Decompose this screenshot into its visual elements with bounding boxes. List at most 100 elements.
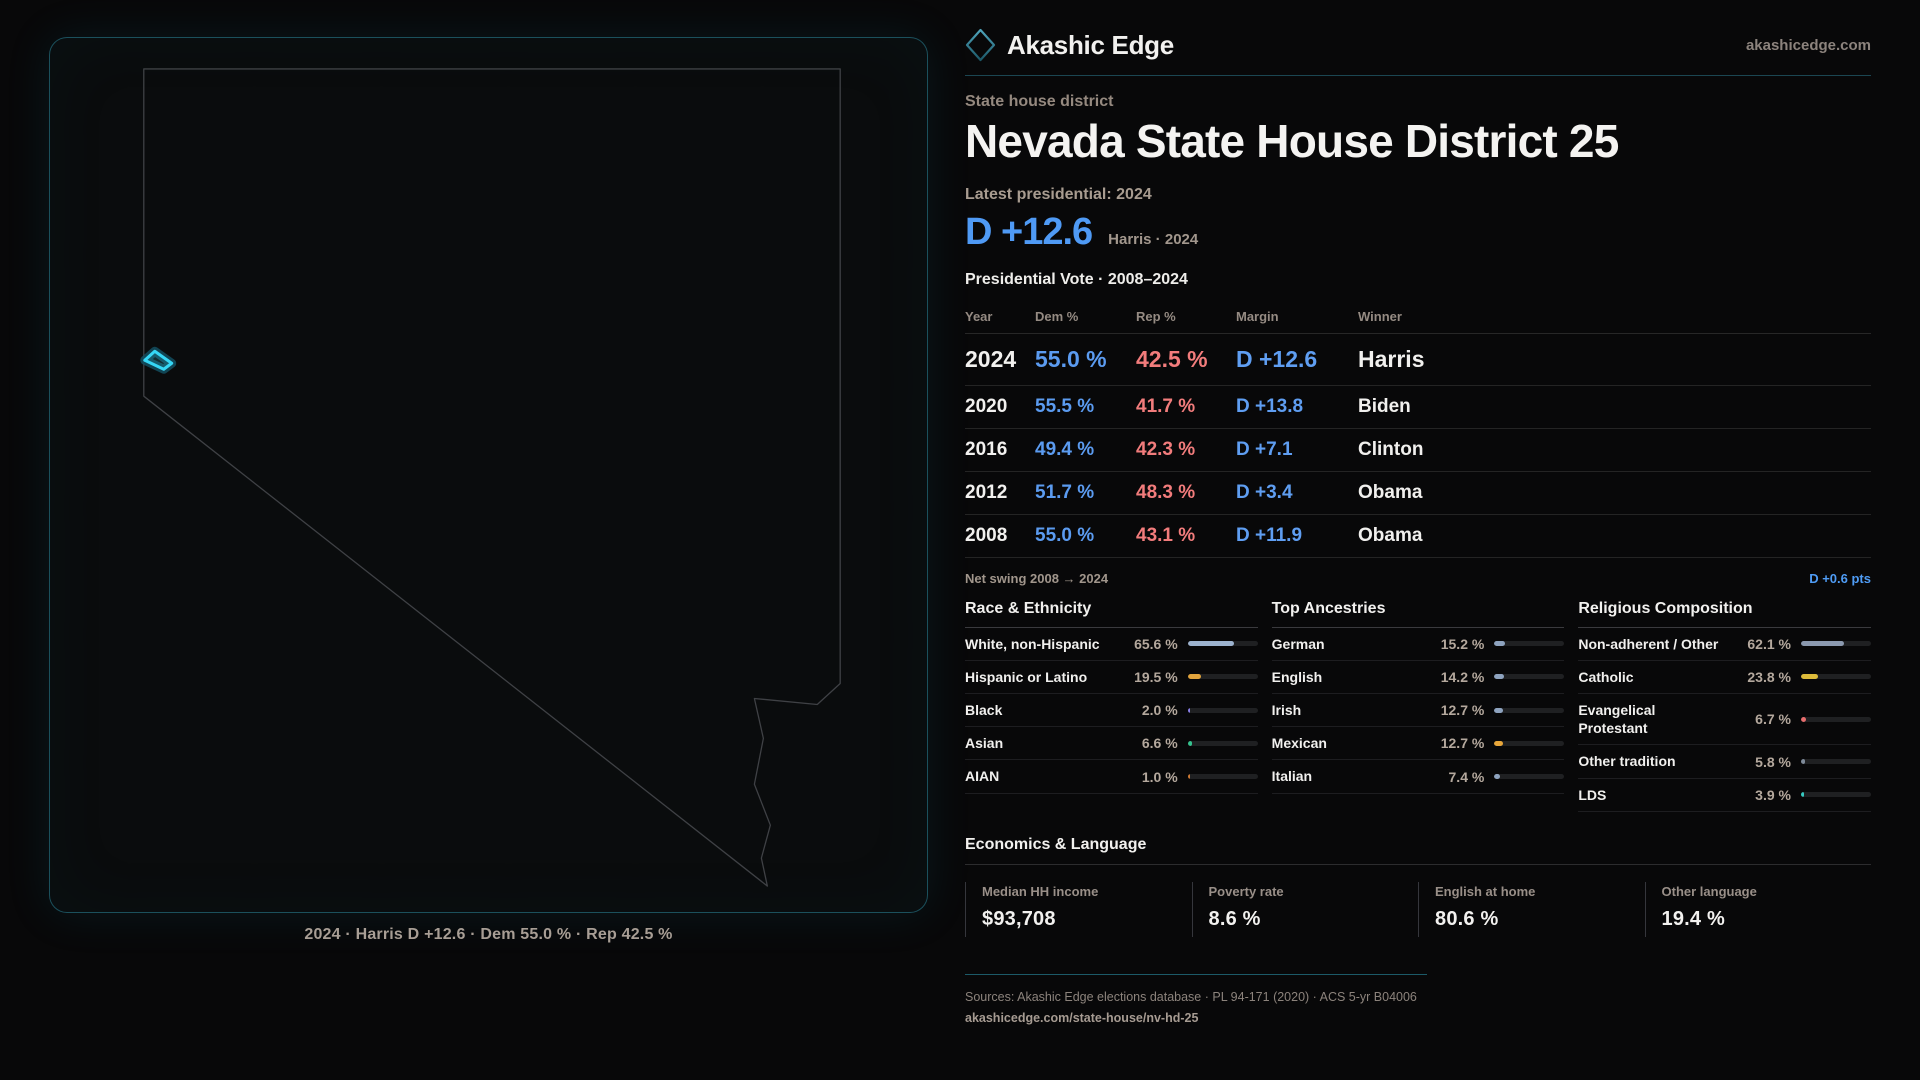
permalink[interactable]: akashicedge.com/state-house/nv-hd-25 xyxy=(965,1010,1199,1025)
cell-dem-pct: 51.7 % xyxy=(1035,481,1095,503)
cell-dem-pct: 55.5 % xyxy=(1035,395,1095,417)
cell-year: 2016 xyxy=(965,438,1008,460)
demographic-label: White, non-Hispanic xyxy=(965,635,1100,652)
demographic-bar-fill xyxy=(1800,792,1804,798)
district-map-panel xyxy=(49,37,928,913)
stat-value: 8.6 % xyxy=(1208,907,1261,930)
cell-dem-pct: 55.0 % xyxy=(1035,345,1107,372)
demographic-bar-fill xyxy=(1800,674,1818,680)
nevada-map xyxy=(140,68,841,887)
demographic-row: Catholic 23.8 % xyxy=(1578,661,1871,695)
cell-margin: D +13.8 xyxy=(1236,395,1304,417)
district-25-shape[interactable] xyxy=(140,346,177,374)
net-swing-label: Net swing 2008 → 2024 xyxy=(965,570,1109,586)
demographic-row: Black 2.0 % xyxy=(965,694,1258,728)
brand: Akashic Edge xyxy=(965,28,1174,62)
cell-rep-pct: 41.7 % xyxy=(1136,395,1196,417)
demographics-column-title: Race & Ethnicity xyxy=(965,600,1258,628)
demographic-label: German xyxy=(1271,635,1325,652)
demographic-bar-fill xyxy=(1494,674,1505,680)
vote-table-row: 2008 55.0 % 43.1 % D +11.9 Obama xyxy=(965,515,1871,558)
cell-rep-pct: 42.5 % xyxy=(1136,345,1208,372)
demographics-rows: White, non-Hispanic 65.6 % Hispanic or L… xyxy=(965,628,1258,794)
footer: Sources: Akashic Edge elections database… xyxy=(965,973,1871,1027)
demographic-label: LDS xyxy=(1578,786,1607,803)
nevada-outline xyxy=(143,68,841,887)
demographic-value: 12.7 % xyxy=(1440,735,1485,752)
demographic-row: German 15.2 % xyxy=(1271,628,1565,661)
col-year: Year xyxy=(965,308,993,324)
headline-margin-value: D +12.6 xyxy=(965,210,1093,253)
site-link[interactable]: akashicedge.com xyxy=(1745,36,1871,54)
cell-rep-pct: 48.3 % xyxy=(1136,481,1196,503)
page-title: Nevada State House District 25 xyxy=(965,115,1619,167)
demographic-row: White, non-Hispanic 65.6 % xyxy=(965,628,1258,661)
demographic-bar-fill xyxy=(1494,707,1504,713)
demographic-bar-track xyxy=(1800,674,1871,680)
demographic-label: Italian xyxy=(1271,768,1313,785)
district-report: Akashic Edge akashicedge.com State house… xyxy=(965,28,1871,1027)
vote-table-title: Presidential Vote · 2008–2024 xyxy=(965,270,1188,288)
demographic-row: LDS 3.9 % xyxy=(1578,779,1871,812)
demographic-bar-fill xyxy=(1187,774,1190,780)
demographic-row: English 14.2 % xyxy=(1271,661,1565,695)
net-swing-row: Net swing 2008 → 2024 D +0.6 pts xyxy=(965,558,1871,586)
demographic-row: Italian 7.4 % xyxy=(1271,760,1565,794)
demographic-bar-track xyxy=(1494,740,1565,746)
stat-value: $93,708 xyxy=(982,907,1056,930)
cell-rep-pct: 42.3 % xyxy=(1136,438,1196,460)
demographic-row: Hispanic or Latino 19.5 % xyxy=(965,661,1258,695)
col-dem: Dem % xyxy=(1035,308,1079,324)
demographic-row: Asian 6.6 % xyxy=(965,727,1258,761)
demographics-column-title: Religious Composition xyxy=(1578,600,1871,628)
cell-winner: Obama xyxy=(1358,524,1423,546)
demographics-column: Religious Composition Non-adherent / Oth… xyxy=(1578,600,1871,812)
demographic-label: Mexican xyxy=(1271,735,1327,752)
demographic-bar-track xyxy=(1800,759,1871,765)
demographic-label: Catholic xyxy=(1578,668,1634,685)
demographic-bar-track xyxy=(1187,740,1258,746)
demographics-rows: Non-adherent / Other 62.1 % Catholic 23.… xyxy=(1578,628,1871,812)
col-rep: Rep % xyxy=(1136,308,1176,324)
demographic-bar-track xyxy=(1187,674,1258,680)
cell-year: 2024 xyxy=(965,345,1017,372)
cell-margin: D +12.6 xyxy=(1236,345,1318,372)
cell-margin: D +11.9 xyxy=(1236,524,1303,546)
stat-value: 19.4 % xyxy=(1661,907,1725,930)
demographic-label: Other tradition xyxy=(1578,753,1676,770)
map-caption: 2024 · Harris D +12.6 · Dem 55.0 % · Rep… xyxy=(304,926,673,943)
net-swing-value: D +0.6 pts xyxy=(1809,570,1871,586)
cell-dem-pct: 49.4 % xyxy=(1035,438,1095,460)
demographic-value: 5.8 % xyxy=(1755,753,1791,770)
demographic-row: Other tradition 5.8 % xyxy=(1578,745,1871,779)
demographic-bar-fill xyxy=(1494,641,1505,647)
cell-year: 2008 xyxy=(965,524,1008,546)
demographic-value: 6.6 % xyxy=(1141,735,1178,752)
map-section: 2024 · Harris D +12.6 · Dem 55.0 % · Rep… xyxy=(49,37,928,944)
vote-table-header: Year Dem % Rep % Margin Winner xyxy=(965,302,1871,334)
demographic-bar-track xyxy=(1187,774,1258,780)
vote-table-row: 2020 55.5 % 41.7 % D +13.8 Biden xyxy=(965,386,1871,429)
stat-card: English at home 80.6 % xyxy=(1418,881,1645,937)
vote-table: Year Dem % Rep % Margin Winner 2024 55.0… xyxy=(965,302,1871,558)
col-winner: Winner xyxy=(1358,308,1402,324)
cell-rep-pct: 43.1 % xyxy=(1136,524,1196,546)
sources-text: Sources: Akashic Edge elections database… xyxy=(965,989,1417,1004)
demographic-bar-fill xyxy=(1187,740,1193,746)
demographic-label: Non-adherent / Other xyxy=(1578,635,1719,652)
cell-winner: Clinton xyxy=(1358,438,1424,460)
demographic-value: 6.7 % xyxy=(1755,711,1791,728)
stat-label: Poverty rate xyxy=(1208,883,1284,899)
demographic-row: Evangelical Protestant 6.7 % xyxy=(1578,694,1871,746)
stat-card: Other language 19.4 % xyxy=(1644,881,1872,937)
demographic-label: Evangelical Protestant xyxy=(1578,702,1656,737)
demographic-bar-track xyxy=(1187,641,1258,647)
demographic-value: 3.9 % xyxy=(1755,786,1791,803)
demographic-label: AIAN xyxy=(965,768,1000,785)
demographic-label: Black xyxy=(965,702,1003,719)
demographic-value: 12.7 % xyxy=(1440,702,1485,719)
vote-table-row: 2024 55.0 % 42.5 % D +12.6 Harris xyxy=(965,334,1871,386)
demographic-bar-fill xyxy=(1800,641,1845,647)
col-margin: Margin xyxy=(1236,308,1279,324)
cell-year: 2012 xyxy=(965,481,1008,503)
